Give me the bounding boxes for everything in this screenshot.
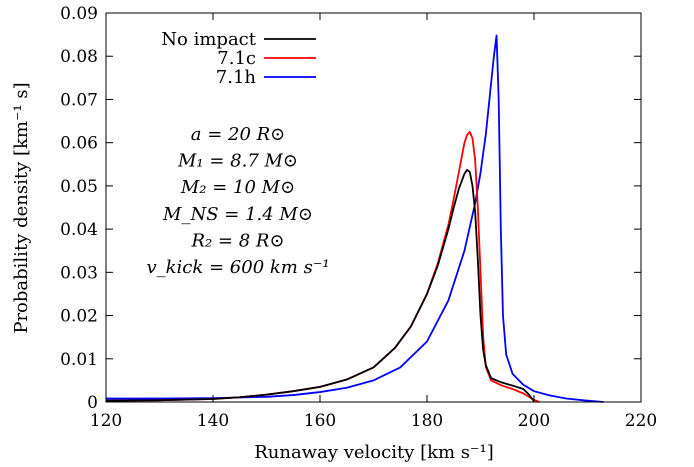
- y-tick-label: 0.02: [60, 307, 98, 327]
- y-tick-label: 0.08: [60, 47, 98, 67]
- parameter-annotation: a = 20 R⊙: [191, 124, 286, 145]
- x-tick-label: 140: [197, 411, 229, 431]
- x-tick-label: 220: [625, 411, 657, 431]
- x-tick-label: 160: [304, 411, 336, 431]
- y-tick-label: 0.07: [60, 90, 98, 110]
- legend-entry-label: 7.1c: [217, 48, 256, 69]
- parameter-annotations: a = 20 R⊙ M₁ = 8.7 M⊙ M₂ = 10 M⊙ M_NS = 1.4…: [146, 124, 329, 278]
- y-tick-label: 0: [87, 393, 98, 413]
- y-tick-label: 0.03: [60, 263, 98, 283]
- y-tick-label: 0.05: [60, 177, 98, 197]
- parameter-annotation: v_kick = 600 km s⁻¹: [146, 257, 329, 278]
- legend-entry-label: 7.1h: [216, 67, 257, 88]
- y-tick-label: 0.06: [60, 134, 98, 154]
- series-line-7-1h: [106, 34, 604, 403]
- y-tick-label: 0.09: [60, 4, 98, 24]
- plot-curves: [105, 34, 604, 403]
- parameter-annotation: M₂ = 10 M⊙: [180, 177, 295, 198]
- x-axis-label: Runaway velocity [km s⁻¹]: [254, 442, 494, 463]
- parameter-annotation: R₂ = 8 R⊙: [190, 230, 284, 251]
- plot-frame: [105, 12, 642, 403]
- x-tick-label: 120: [90, 411, 122, 431]
- y-tick-label: 0.01: [60, 350, 98, 370]
- axis-ticks: 120 140 160 180 200 220 0 0.01 0.02 0.03 0.04 0.05 0…: [60, 4, 657, 431]
- x-tick-label: 180: [411, 411, 443, 431]
- series-line-no-impact: [105, 168, 535, 402]
- legend-entry-label: No impact: [161, 29, 256, 50]
- parameter-annotation: M₁ = 8.7 M⊙: [177, 151, 298, 172]
- parameter-annotation: M_NS = 1.4 M⊙: [162, 204, 313, 225]
- y-tick-label: 0.04: [60, 220, 98, 240]
- x-tick-label: 200: [518, 411, 550, 431]
- y-axis-label: Probability density [km⁻¹ s]: [11, 82, 32, 333]
